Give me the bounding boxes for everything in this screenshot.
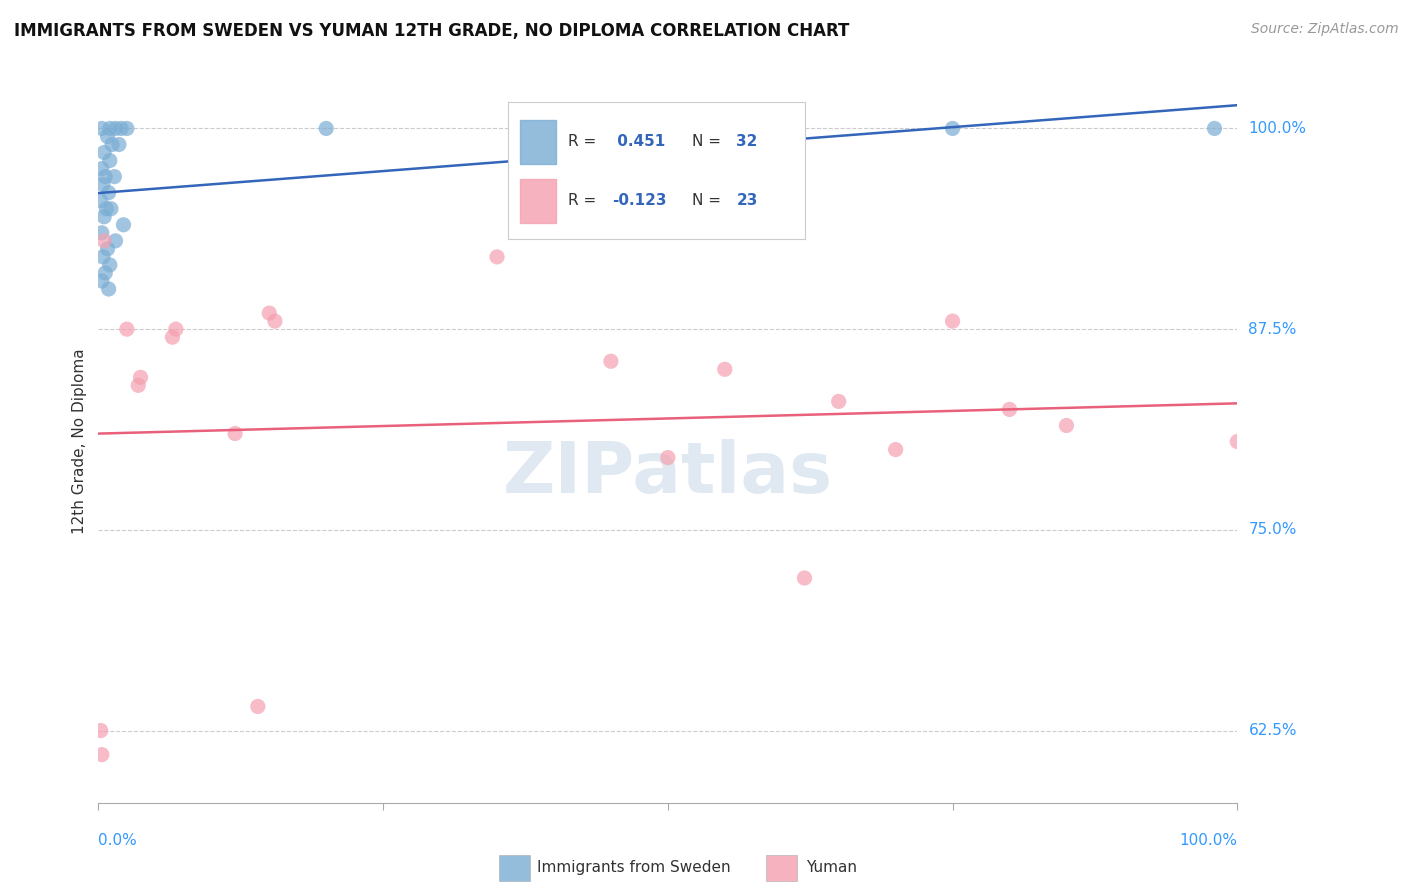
Point [828,394,851,409]
Point [98,153,121,168]
Point [884,442,907,457]
Text: 0.0%: 0.0% [98,833,138,848]
Point [127,378,149,392]
Point [600,354,623,368]
Point [1226,434,1249,449]
Point [101,137,124,152]
Point [657,121,679,136]
Point [315,121,337,136]
Point [246,699,269,714]
Point [90,161,112,176]
Point [264,314,287,328]
Point [98,258,121,272]
Y-axis label: 12th Grade, No Diploma: 12th Grade, No Diploma [72,349,87,534]
Point [108,137,131,152]
Text: ZIPatlas: ZIPatlas [503,439,832,508]
Point [165,322,187,336]
Point [998,402,1021,417]
Point [90,723,112,738]
Point [98,121,121,136]
Point [100,202,122,216]
Point [942,121,965,136]
Point [93,145,115,160]
Point [1056,418,1078,433]
Text: 87.5%: 87.5% [1249,322,1296,336]
Point [110,121,132,136]
Point [104,121,127,136]
Point [93,210,115,224]
Point [97,186,120,200]
Text: 62.5%: 62.5% [1249,723,1296,738]
Point [259,306,281,320]
Point [96,202,118,216]
Point [486,250,509,264]
Point [93,234,115,248]
Point [115,121,138,136]
Point [90,747,112,762]
Point [90,274,112,288]
Point [96,129,118,144]
Point [94,169,117,184]
Point [714,362,737,376]
Point [657,450,679,465]
Point [793,571,815,585]
Point [115,322,138,336]
Text: 100.0%: 100.0% [1249,121,1306,136]
Point [103,169,125,184]
Point [94,266,117,280]
Point [942,314,965,328]
Point [90,194,112,208]
Text: 100.0%: 100.0% [1180,833,1237,848]
Text: Yuman: Yuman [806,861,856,875]
Point [1204,121,1226,136]
Point [224,426,246,441]
Point [91,250,114,264]
Point [162,330,184,344]
Point [96,242,118,256]
Point [129,370,152,384]
Point [90,226,112,240]
Point [90,121,112,136]
Point [97,282,120,296]
Text: IMMIGRANTS FROM SWEDEN VS YUMAN 12TH GRADE, NO DIPLOMA CORRELATION CHART: IMMIGRANTS FROM SWEDEN VS YUMAN 12TH GRA… [14,22,849,40]
Text: 75.0%: 75.0% [1249,523,1296,537]
Point [91,178,114,192]
Point [104,234,127,248]
Point [112,218,135,232]
Text: Source: ZipAtlas.com: Source: ZipAtlas.com [1251,22,1399,37]
Text: Immigrants from Sweden: Immigrants from Sweden [537,861,731,875]
